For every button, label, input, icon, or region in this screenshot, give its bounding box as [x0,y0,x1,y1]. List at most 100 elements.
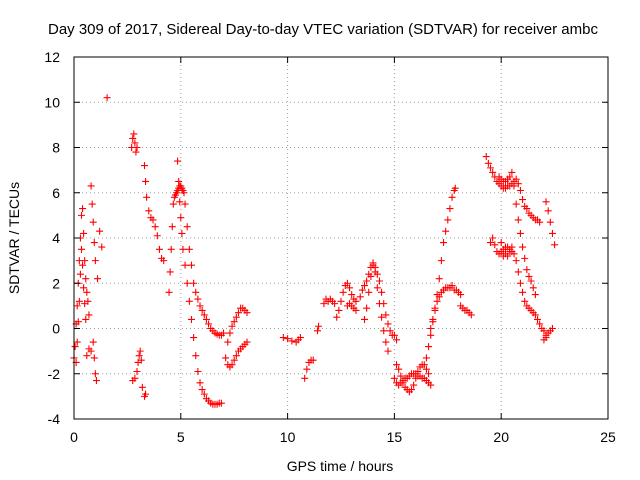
data-point [371,268,379,276]
data-point [512,257,520,265]
data-point [202,315,210,323]
data-point [89,218,97,226]
data-series-s28 [487,234,550,339]
data-point [504,252,512,260]
y-tick-label: 6 [52,185,60,201]
data-point [382,338,390,346]
data-point [196,379,204,387]
data-point [232,352,240,360]
data-point [190,279,198,287]
y-tick-label: 8 [52,140,60,156]
data-point [536,320,544,328]
data-point [451,184,459,192]
data-point [81,257,89,265]
data-point [166,268,174,276]
data-point [71,343,79,351]
data-point [87,182,95,190]
data-point [131,139,139,147]
data-point [196,302,204,310]
data-point [187,261,195,269]
data-point [440,239,448,247]
data-point [132,148,140,156]
data-point [365,288,373,296]
data-point [516,229,524,237]
data-point [98,243,106,251]
data-point [183,279,191,287]
data-point [230,356,238,364]
data-point [80,229,88,237]
data-point [155,245,163,253]
data-point [133,367,141,375]
data-point [536,218,544,226]
data-point [356,293,364,301]
data-point [399,379,407,387]
data-point [315,322,323,330]
data-point [194,367,202,375]
y-tick-label: 4 [52,230,60,246]
data-point [425,343,433,351]
data-series-s05 [103,94,111,102]
data-point [542,334,550,342]
data-point [73,338,81,346]
data-point [301,374,309,382]
data-point [519,196,527,204]
data-point [506,248,514,256]
data-point [226,329,234,337]
y-tick-label: 10 [44,94,60,110]
data-point [232,313,240,321]
y-axis-label: SDTVAR / TECUs [6,182,22,294]
data-series-s29 [497,239,516,260]
data-point [410,381,418,389]
data-point [91,257,99,265]
data-point [93,275,101,283]
data-point [346,284,354,292]
y-tick-label: 12 [44,49,60,65]
data-point [442,227,450,235]
data-point [448,193,456,201]
data-point [234,309,242,317]
data-point [467,311,475,319]
y-tick-label: -4 [48,411,61,427]
data-point [138,383,146,391]
data-point [519,243,527,251]
data-point [140,162,148,170]
data-series-s22 [393,361,433,396]
data-point [489,234,497,242]
data-point [169,200,177,208]
data-point [360,282,368,290]
data-point [425,370,433,378]
data-point [176,198,184,206]
data-point [88,200,96,208]
data-point [551,241,559,249]
data-point [135,352,143,360]
data-point [534,315,542,323]
data-series-s26 [482,153,544,226]
data-point [548,325,556,332]
data-point [427,325,435,332]
data-point [130,130,138,138]
data-point [514,268,522,276]
data-point [508,243,516,251]
data-series-s07 [129,347,150,400]
data-point [83,352,91,360]
y-tick-label: 2 [52,275,60,291]
data-point [133,144,141,151]
data-point [82,275,90,283]
data-point [369,259,377,267]
data-point [194,295,202,303]
data-point [382,311,390,319]
data-point [76,270,84,278]
data-point [339,288,347,296]
data-point [510,182,518,190]
data-point [89,338,97,346]
data-point [205,320,213,328]
data-point [519,288,527,296]
data-point [414,367,422,375]
data-point [514,180,522,188]
data-point [378,313,386,321]
data-point [352,297,360,305]
data-point [433,297,441,305]
data-series-s10 [174,157,225,408]
data-point [491,241,499,249]
data-point [185,245,193,253]
